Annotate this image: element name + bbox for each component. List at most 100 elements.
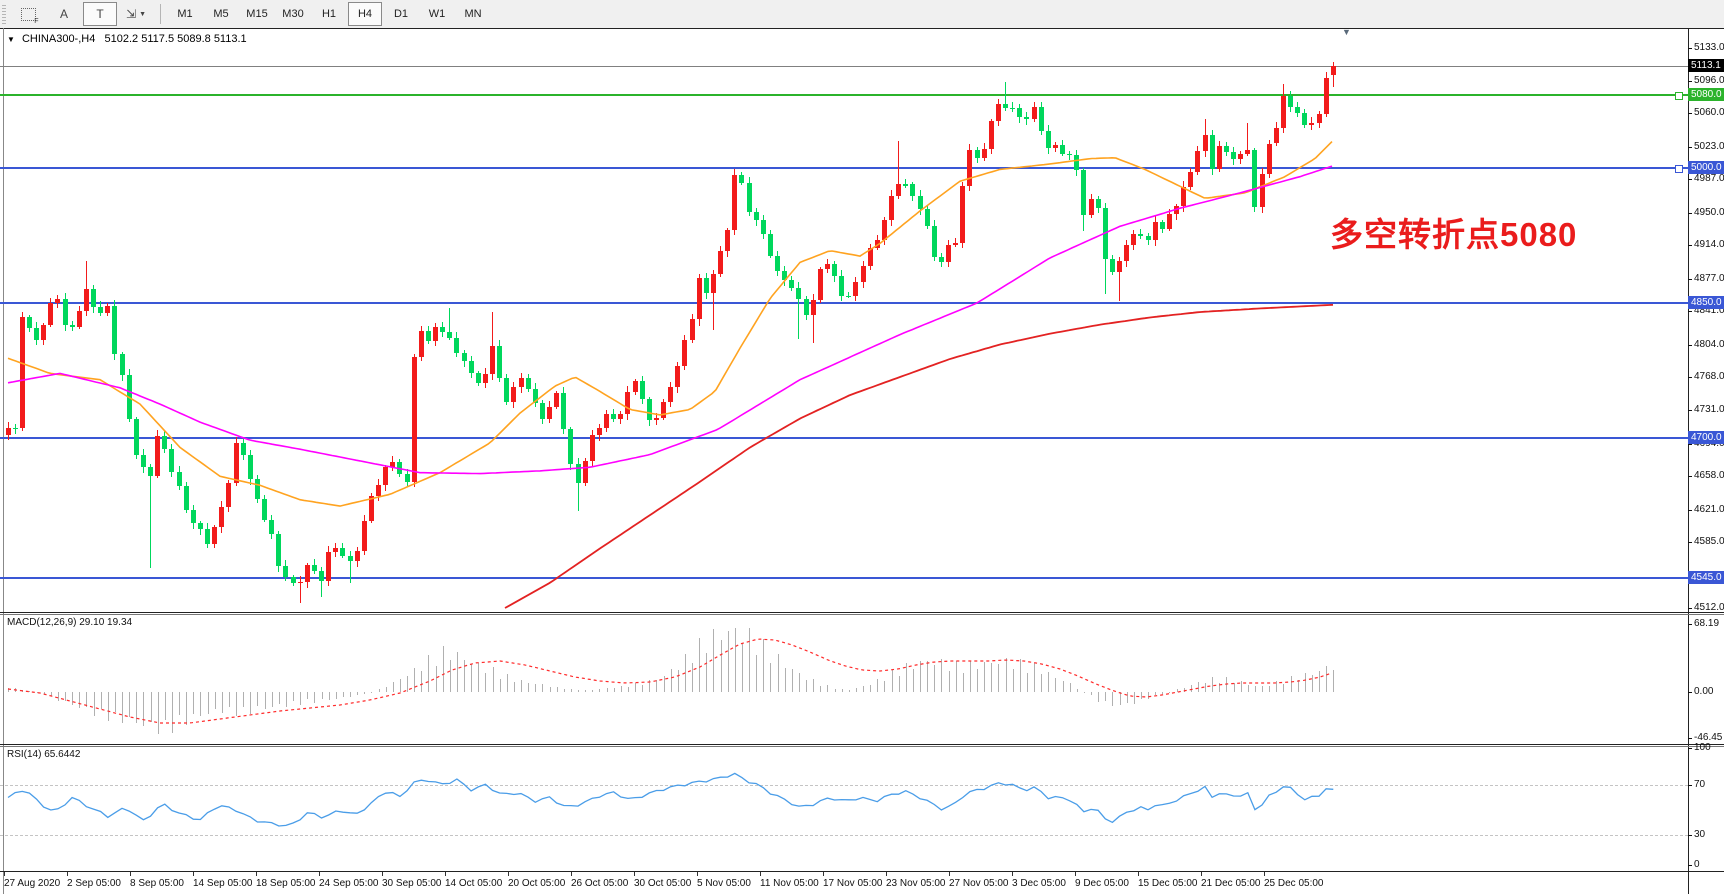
text-label-icon[interactable]: A [59,7,68,21]
timeframe-m1[interactable]: M1 [177,8,193,20]
candle [1259,173,1265,208]
candle [347,555,353,562]
candle [333,547,339,552]
hline-5080[interactable] [0,94,1688,97]
candle [846,295,852,298]
macd-histogram-bar [863,686,864,692]
macd-histogram-bar [22,690,24,692]
candle [639,381,645,400]
timeframe-h1[interactable]: H1 [321,8,337,20]
timeframe-h4[interactable]: H4 [348,2,382,26]
candle [376,484,381,497]
candle [760,220,766,235]
time-tick [1201,872,1202,876]
candle [1174,206,1179,215]
macd-histogram-bar [471,664,473,692]
panel-separator-rsi-2 [0,746,1724,747]
candle [881,220,887,240]
candle [1060,145,1065,154]
macd-histogram-bar [984,661,986,692]
macd-histogram-bar [627,687,629,692]
candle [732,174,738,230]
timeframe-m5[interactable]: M5 [213,8,229,20]
toolbar: F A T ⇲ ▼ M1 M5 M15 M30 H1 H4 D1 W1 MN [0,0,1724,29]
hline-4700[interactable] [0,437,1688,440]
toolbar-grip[interactable] [2,4,10,24]
hline-5000[interactable] [0,166,1688,169]
marquee-f-icon[interactable]: F [11,2,45,26]
candle [789,280,795,288]
macd-tick-label: 0.00 [1694,686,1714,697]
last-price-line [0,65,1688,67]
candle [319,570,324,581]
price-tick-label: 4658.0 [1694,470,1724,482]
candle [1074,155,1080,170]
macd-histogram-bar [741,642,743,692]
cursor-tool-icon[interactable]: ⇲ ▼ [126,7,146,21]
candle [133,419,139,455]
hline-4850[interactable] [0,302,1688,304]
macd-histogram-bar [841,688,843,692]
candle [247,455,253,480]
ohlc-values: 5102.2 5117.5 5089.8 5113.1 [104,33,247,45]
panel-separator-macd[interactable] [0,612,1724,613]
candle-wick [299,576,301,603]
macd-histogram-bar [328,692,330,700]
candle [162,435,168,449]
candle [19,317,25,429]
candle [1038,106,1044,131]
candle [326,551,332,581]
candle [561,392,567,430]
candle [254,479,260,499]
hline-4545[interactable] [0,577,1688,580]
timeframe-m30[interactable]: M30 [282,8,304,20]
candle [967,149,973,186]
text-tool-icon[interactable]: T [83,2,117,26]
macd-histogram-bar [43,692,45,696]
macd-histogram-bar [364,692,366,694]
candle [775,255,780,272]
candle [625,392,631,415]
macd-histogram-bar [150,692,152,722]
rsi-tick-label: 100 [1694,741,1711,753]
candle [140,454,146,468]
time-tick [4,872,5,876]
macd-histogram-bar [1326,666,1328,692]
candle [1330,65,1336,76]
timeframe-mn[interactable]: MN [464,8,482,20]
panel-separator-rsi[interactable] [0,744,1724,745]
chart-shift-marker[interactable]: ▼ [1342,27,1351,37]
macd-histogram-bar [585,689,587,692]
time-label: 30 Sep 05:00 [382,878,442,889]
macd-histogram-bar [100,692,102,709]
annotation-text[interactable]: 多空转折点5080 [1330,216,1578,253]
macd-histogram-bar [905,662,907,692]
macd-histogram-bar [1155,692,1157,695]
candle [418,331,424,358]
macd-histogram-bar [307,692,309,700]
macd-histogram-bar [727,630,729,692]
macd-histogram-bar [870,684,872,692]
macd-histogram-bar [442,646,444,692]
candle [340,547,346,556]
candle [461,352,467,362]
timeframe-d1[interactable]: D1 [393,8,409,20]
timeframe-bar: M1 M5 M15 M30 H1 H4 D1 W1 MN [167,2,491,26]
timeframe-m15[interactable]: M15 [246,8,268,20]
hline-handle[interactable] [1675,164,1683,173]
timeframe-w1[interactable]: W1 [428,8,446,20]
macd-histogram-bar [114,692,116,712]
candle [240,442,246,456]
candle-wick [321,567,322,598]
triangle-down-icon: ▼ [7,35,15,44]
candle [176,471,182,486]
macd-histogram-bar [1190,685,1192,692]
hline-handle[interactable] [1675,92,1683,101]
candle [1017,108,1023,118]
macd-histogram-bar [1126,692,1128,704]
candle [1081,169,1087,216]
candle [1124,245,1130,262]
candle [447,332,453,338]
macd-histogram-bar [179,692,180,716]
candle [411,357,417,482]
